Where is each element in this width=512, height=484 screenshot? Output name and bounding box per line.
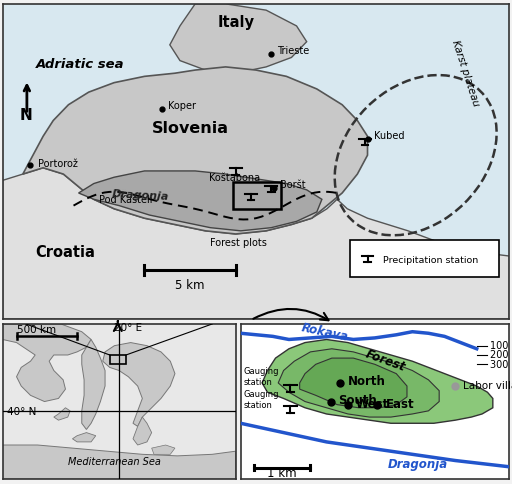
Polygon shape (133, 417, 152, 445)
Text: Koštabona: Koštabona (209, 173, 261, 183)
Text: Gauging
station: Gauging station (243, 366, 279, 386)
Text: Italy: Italy (217, 15, 254, 30)
Polygon shape (152, 445, 175, 454)
Text: North: North (348, 375, 386, 388)
Text: Forest plots: Forest plots (210, 238, 267, 247)
Polygon shape (278, 349, 439, 417)
Text: N: N (19, 108, 32, 122)
Text: East: East (386, 397, 414, 410)
Text: South: South (338, 393, 377, 406)
Text: Karst plateau: Karst plateau (450, 39, 480, 107)
Polygon shape (54, 408, 70, 420)
Text: 300 m: 300 m (490, 359, 512, 369)
Text: Koper: Koper (168, 101, 196, 111)
Text: 1 km: 1 km (267, 466, 297, 479)
Polygon shape (262, 340, 493, 424)
Text: 200 m: 200 m (490, 349, 512, 360)
Polygon shape (103, 343, 175, 426)
Bar (110, 355, 126, 364)
Text: Pod Kašteli: Pod Kašteli (99, 195, 153, 205)
Polygon shape (73, 433, 96, 442)
Text: 500 km: 500 km (16, 324, 56, 334)
Text: Boršt: Boršt (281, 180, 306, 189)
Text: 100 m: 100 m (490, 340, 512, 350)
Polygon shape (170, 5, 307, 74)
Text: Mediterranean Sea: Mediterranean Sea (68, 456, 161, 466)
Polygon shape (3, 445, 236, 479)
Polygon shape (23, 68, 368, 235)
Polygon shape (3, 324, 91, 402)
Polygon shape (3, 168, 509, 319)
Text: 5 km: 5 km (175, 278, 205, 291)
Text: Dragonja: Dragonja (388, 457, 449, 470)
Text: Dragonja: Dragonja (112, 189, 169, 202)
Polygon shape (300, 358, 407, 408)
Text: Precipitation station: Precipitation station (382, 256, 478, 265)
Text: West: West (356, 397, 389, 410)
Text: Croatia: Croatia (35, 244, 95, 259)
Text: 20° E: 20° E (114, 322, 142, 333)
Text: Adriatic sea: Adriatic sea (35, 58, 124, 71)
Bar (350, 241, 499, 277)
Text: Gauging
station: Gauging station (243, 389, 279, 408)
Text: Slovenia: Slovenia (152, 121, 229, 135)
Text: Kubed: Kubed (374, 131, 404, 140)
Text: Labor village: Labor village (463, 380, 512, 390)
Text: Forest: Forest (364, 348, 408, 374)
Polygon shape (79, 172, 322, 231)
Text: Rokava: Rokava (300, 321, 349, 344)
Text: 40° N: 40° N (7, 406, 36, 416)
Text: Trieste: Trieste (278, 45, 310, 56)
Text: Portorož: Portorož (38, 159, 78, 169)
Bar (233, 182, 282, 210)
Polygon shape (82, 340, 105, 430)
